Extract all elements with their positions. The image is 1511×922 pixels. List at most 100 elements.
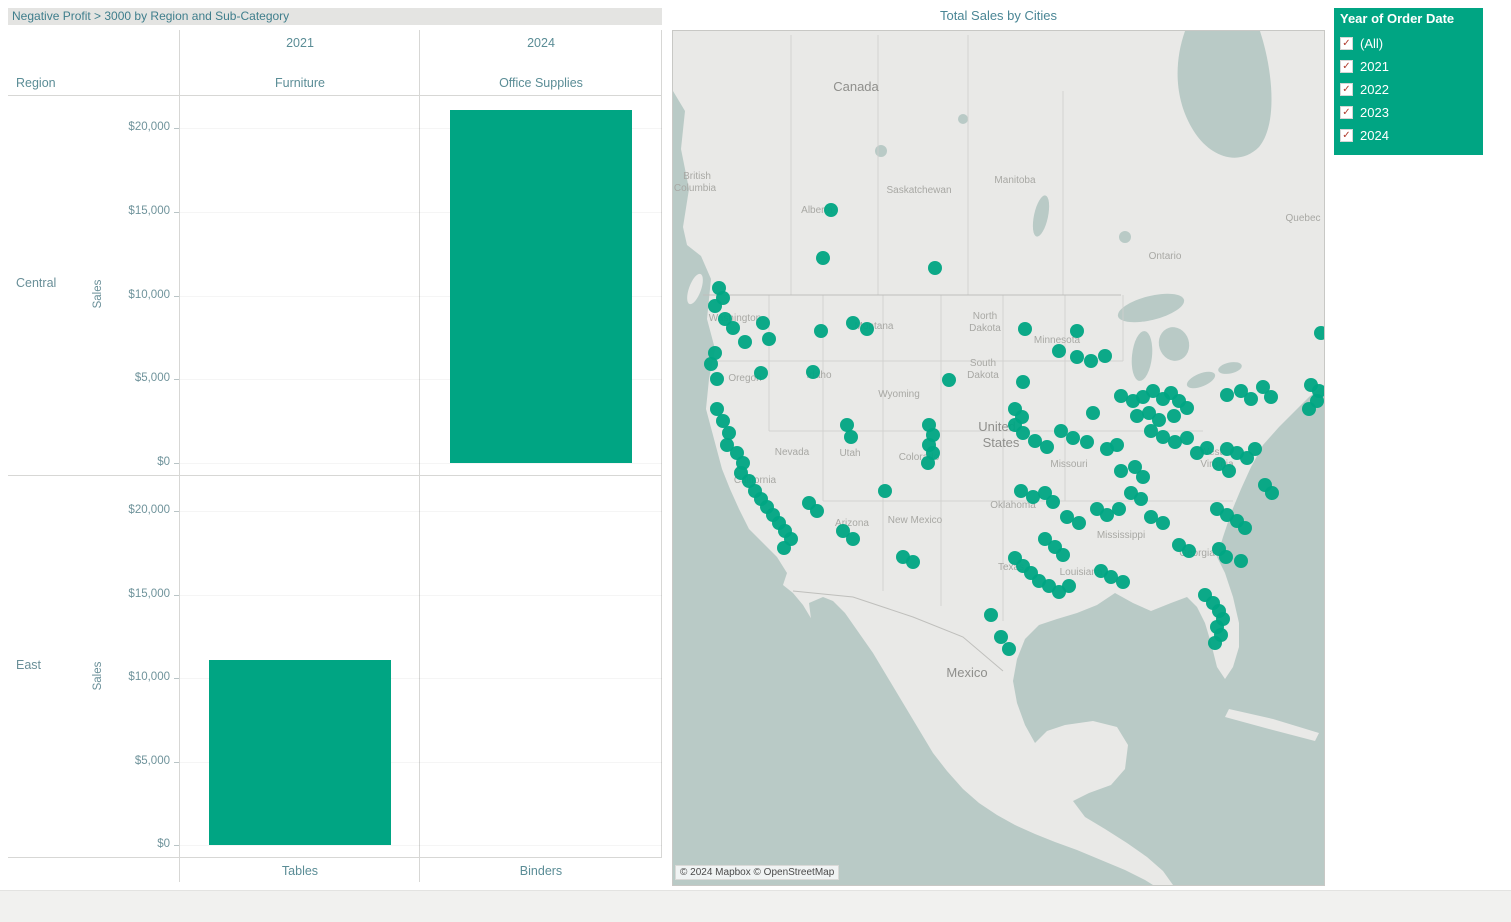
city-sales-dot[interactable] (710, 372, 724, 386)
checkbox-checked-icon[interactable]: ✓ (1340, 106, 1353, 119)
city-sales-dot[interactable] (1016, 375, 1030, 389)
filter-item-2021[interactable]: ✓ 2021 (1340, 55, 1477, 78)
city-sales-dot[interactable] (1086, 406, 1100, 420)
city-sales-dot[interactable] (756, 316, 770, 330)
city-sales-dot[interactable] (1070, 350, 1084, 364)
city-sales-dot[interactable] (860, 322, 874, 336)
city-sales-dot[interactable] (718, 312, 732, 326)
city-sales-dot[interactable] (1046, 495, 1060, 509)
city-sales-dot[interactable] (1002, 642, 1016, 656)
city-sales-dot[interactable] (1220, 388, 1234, 402)
city-sales-dot[interactable] (1314, 326, 1325, 340)
bar-binders[interactable] (450, 110, 632, 463)
city-sales-dot[interactable] (1208, 636, 1222, 650)
checkbox-checked-icon[interactable]: ✓ (1340, 60, 1353, 73)
city-sales-dot[interactable] (1212, 457, 1226, 471)
city-sales-dot[interactable] (836, 524, 850, 538)
city-sales-dot[interactable] (722, 426, 736, 440)
city-sales-dot[interactable] (1240, 451, 1254, 465)
city-sales-dot[interactable] (708, 346, 722, 360)
city-sales-dot[interactable] (1180, 401, 1194, 415)
city-sales-dot[interactable] (1070, 324, 1084, 338)
city-sales-dot[interactable] (704, 357, 718, 371)
city-sales-dot[interactable] (824, 203, 838, 217)
city-sales-dot[interactable] (928, 261, 942, 275)
city-sales-dot[interactable] (1136, 470, 1150, 484)
city-sales-dot[interactable] (816, 251, 830, 265)
city-sales-dot[interactable] (1052, 344, 1066, 358)
city-sales-dot[interactable] (1040, 440, 1054, 454)
city-sales-dot[interactable] (1104, 570, 1118, 584)
city-sales-dot[interactable] (1112, 502, 1126, 516)
city-sales-dot[interactable] (738, 335, 752, 349)
filter-item-2022[interactable]: ✓ 2022 (1340, 78, 1477, 101)
city-sales-dot[interactable] (1264, 390, 1278, 404)
city-sales-dot[interactable] (1084, 354, 1098, 368)
city-sales-dot[interactable] (762, 332, 776, 346)
filter-item-all[interactable]: ✓ (All) (1340, 32, 1477, 55)
city-sales-dot[interactable] (1080, 435, 1094, 449)
city-sales-dot[interactable] (1144, 510, 1158, 524)
city-sales-dot[interactable] (1128, 460, 1142, 474)
city-sales-dot[interactable] (1302, 402, 1316, 416)
city-sales-dot[interactable] (708, 299, 722, 313)
city-sales-dot[interactable] (1167, 409, 1181, 423)
city-sales-dot[interactable] (1026, 490, 1040, 504)
city-sales-dot[interactable] (1130, 409, 1144, 423)
city-sales-dot[interactable] (1014, 484, 1028, 498)
city-sales-dot[interactable] (1168, 435, 1182, 449)
city-sales-dot[interactable] (1200, 441, 1214, 455)
city-sales-dot[interactable] (1234, 554, 1248, 568)
city-sales-dot[interactable] (1248, 442, 1262, 456)
city-sales-dot[interactable] (994, 630, 1008, 644)
city-sales-dot[interactable] (1038, 486, 1052, 500)
city-sales-dot[interactable] (1144, 424, 1158, 438)
city-sales-dot[interactable] (726, 321, 740, 335)
checkbox-checked-icon[interactable]: ✓ (1340, 83, 1353, 96)
city-sales-dot[interactable] (1066, 431, 1080, 445)
city-sales-dot[interactable] (754, 366, 768, 380)
city-sales-dot[interactable] (906, 555, 920, 569)
city-sales-dot[interactable] (814, 324, 828, 338)
city-sales-dot[interactable] (1116, 575, 1130, 589)
city-sales-dot[interactable] (1234, 384, 1248, 398)
city-sales-dot[interactable] (1182, 544, 1196, 558)
city-sales-dot[interactable] (1098, 349, 1112, 363)
city-sales-dot[interactable] (806, 365, 820, 379)
city-sales-dot[interactable] (1238, 521, 1252, 535)
city-sales-dot[interactable] (716, 414, 730, 428)
city-sales-dot[interactable] (1265, 486, 1279, 500)
city-sales-dot[interactable] (878, 484, 892, 498)
filter-item-2023[interactable]: ✓ 2023 (1340, 101, 1477, 124)
city-sales-dot[interactable] (1114, 389, 1128, 403)
city-sales-dot[interactable] (1016, 426, 1030, 440)
city-sales-dot[interactable] (1054, 424, 1068, 438)
bar-tables[interactable] (209, 660, 391, 845)
city-sales-dot[interactable] (846, 316, 860, 330)
city-sales-dot[interactable] (1100, 508, 1114, 522)
city-sales-dot[interactable] (1244, 392, 1258, 406)
filter-item-2024[interactable]: ✓ 2024 (1340, 124, 1477, 147)
city-sales-dot[interactable] (1028, 434, 1042, 448)
city-sales-dot[interactable] (1072, 516, 1086, 530)
city-sales-dot[interactable] (1256, 380, 1270, 394)
city-sales-dot[interactable] (777, 541, 791, 555)
city-sales-dot[interactable] (942, 373, 956, 387)
city-sales-dot[interactable] (1222, 464, 1236, 478)
city-sales-dot[interactable] (810, 504, 824, 518)
city-sales-dot[interactable] (1056, 548, 1070, 562)
city-sales-dot[interactable] (1062, 579, 1076, 593)
city-sales-dot[interactable] (1142, 406, 1156, 420)
city-sales-dot[interactable] (844, 430, 858, 444)
city-sales-dot[interactable] (1060, 510, 1074, 524)
city-sales-dot[interactable] (840, 418, 854, 432)
city-sales-dot[interactable] (1018, 322, 1032, 336)
city-sales-dot[interactable] (1180, 431, 1194, 445)
city-sales-dot[interactable] (846, 532, 860, 546)
checkbox-checked-icon[interactable]: ✓ (1340, 37, 1353, 50)
checkbox-checked-icon[interactable]: ✓ (1340, 129, 1353, 142)
city-sales-dot[interactable] (720, 438, 734, 452)
city-sales-dot[interactable] (1156, 516, 1170, 530)
city-sales-dot[interactable] (1134, 492, 1148, 506)
